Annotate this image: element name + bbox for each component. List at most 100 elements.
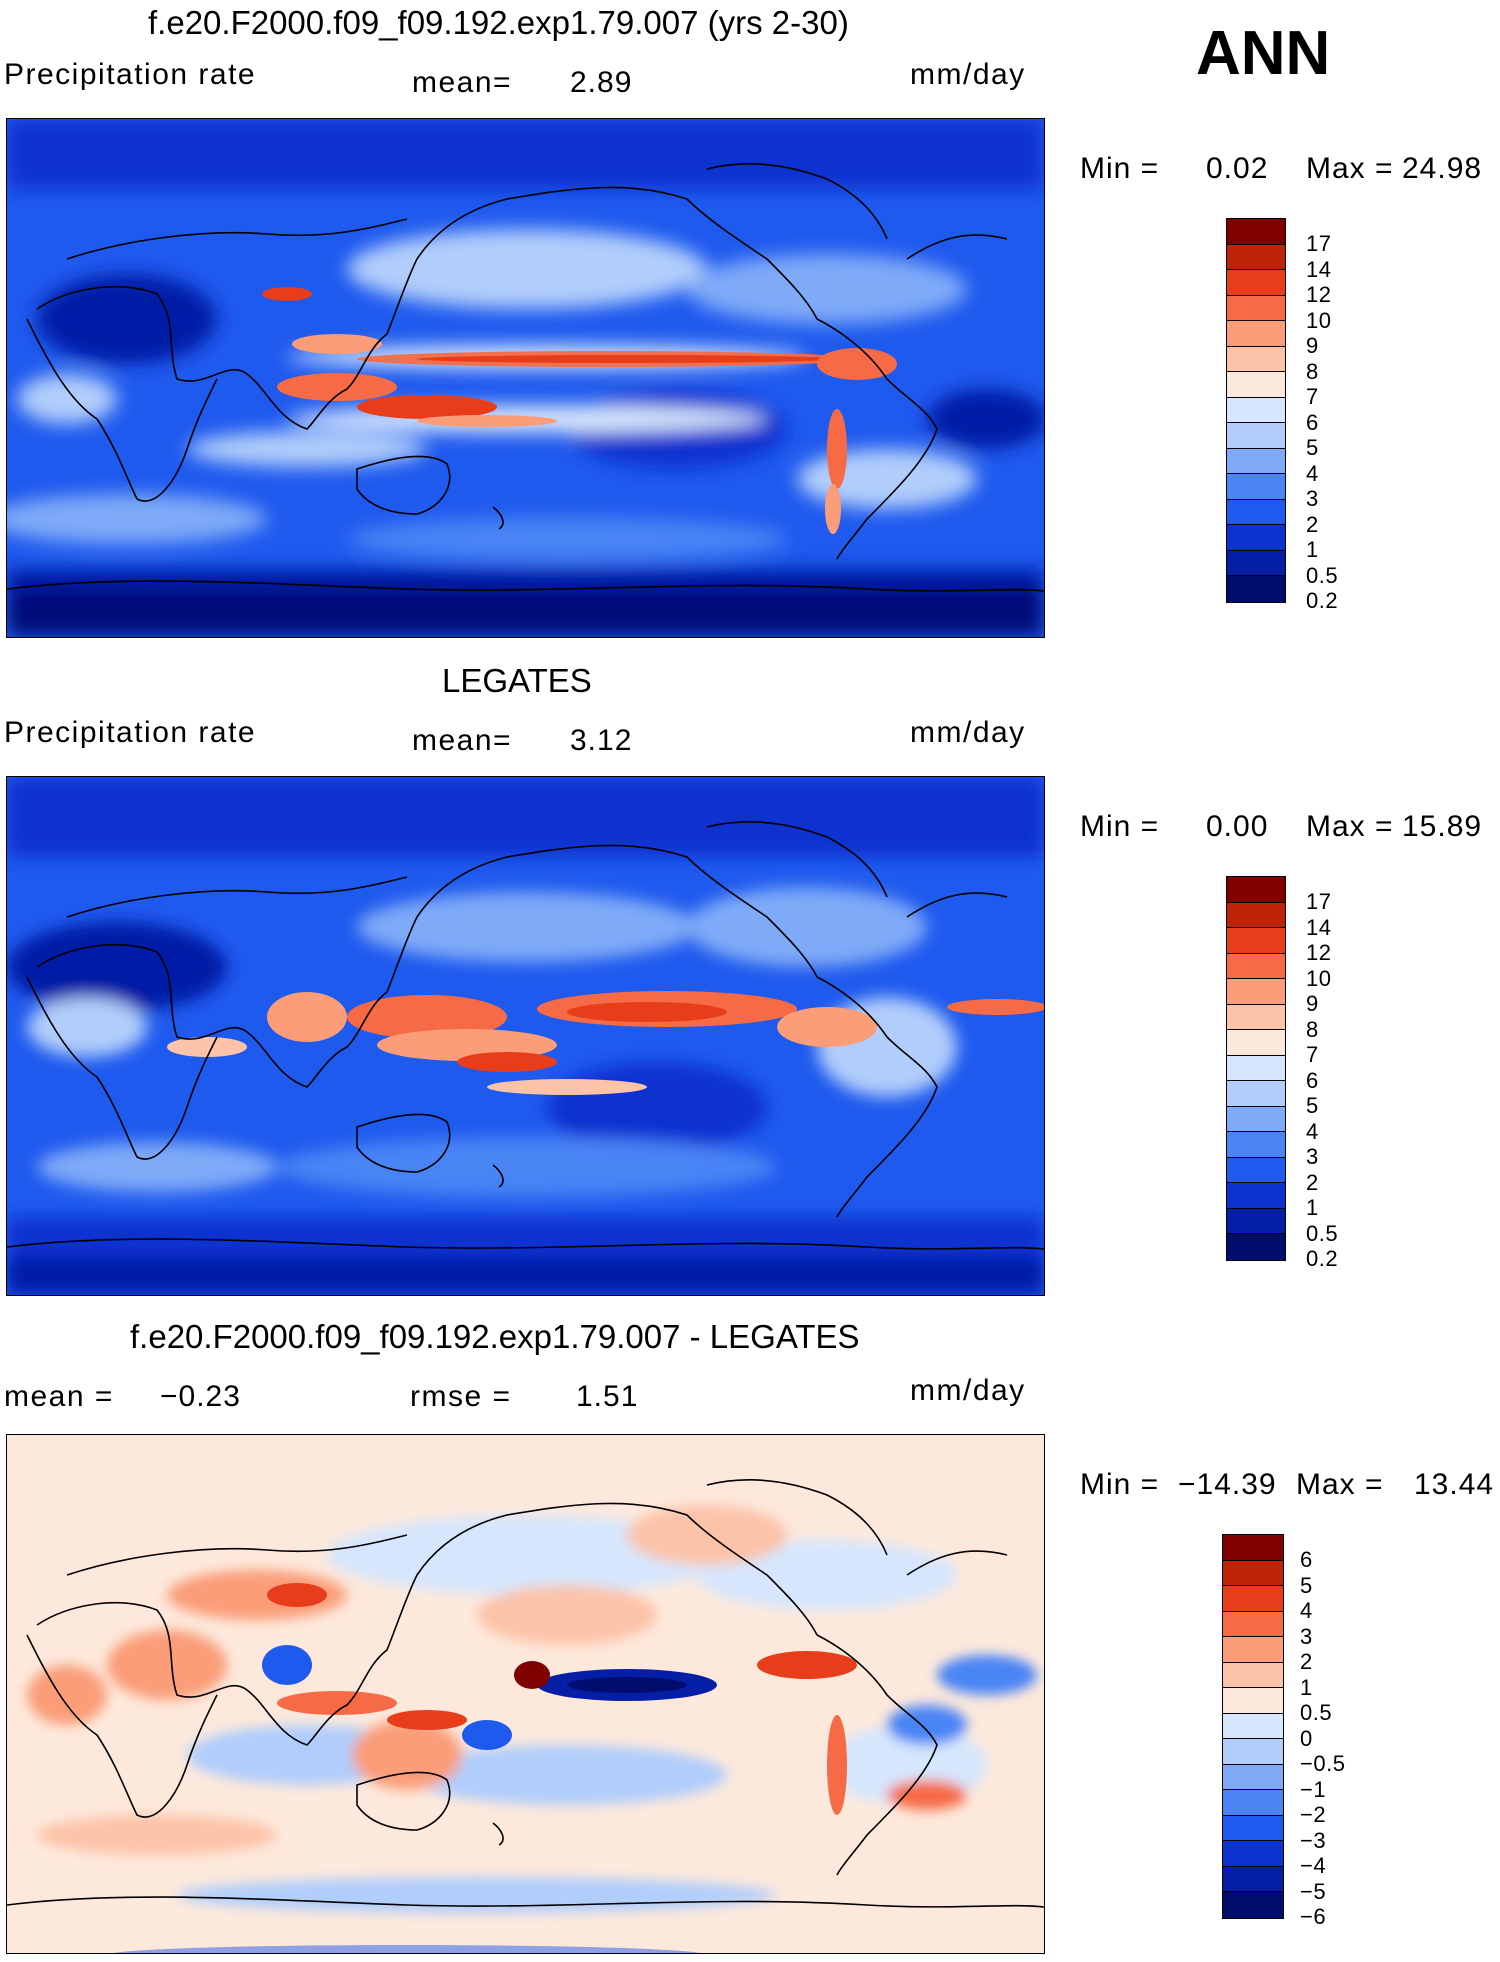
colorbar-tick-label: 17 (1306, 889, 1332, 914)
units-label: mm/day (910, 716, 1026, 749)
colorbar-tick-label: 14 (1306, 914, 1332, 940)
max-label: Max = (1296, 1468, 1384, 1501)
panel-title: f.e20.F2000.f09_f09.192.exp1.79.007 - LE… (130, 1318, 860, 1355)
colorbar-swatch (1223, 1586, 1283, 1612)
colorbar-swatch (1227, 953, 1285, 979)
panel-title: LEGATES (442, 662, 592, 699)
colorbar-swatch (1227, 979, 1285, 1005)
colorbar-tick-label: 1 (1306, 537, 1319, 562)
max-value: 15.89 (1402, 810, 1483, 843)
colorbar-tick-label: 8 (1306, 1016, 1319, 1042)
colorbar-tick-label: 10 (1306, 307, 1332, 333)
colorbar-tick-label: 7 (1306, 1042, 1319, 1067)
colorbar-tick-label: 14 (1306, 256, 1332, 282)
colorbar-tick-label: 10 (1306, 965, 1332, 991)
colorbar-swatch (1227, 550, 1285, 576)
colorbar-swatch (1227, 270, 1285, 296)
colorbar-tick-label: 7 (1306, 384, 1319, 409)
max-label: Max = (1306, 152, 1394, 185)
colorbar-swatch (1227, 1183, 1285, 1209)
colorbar-swatch (1227, 1157, 1285, 1183)
colorbar-tick-label: 0 (1300, 1725, 1313, 1751)
colorbar (1222, 1534, 1284, 1919)
colorbar-tick-label: 5 (1306, 435, 1319, 460)
min-label: Min = (1080, 810, 1160, 843)
colorbar-tick-label: 17 (1306, 231, 1332, 256)
colorbar (1226, 876, 1286, 1261)
mean-value: 2.89 (570, 66, 633, 99)
rmse-value: 1.51 (576, 1380, 639, 1413)
variable-label: Precipitation rate (4, 58, 257, 91)
colorbar-swatch (1227, 474, 1285, 500)
colorbar-tick-label: 3 (1300, 1623, 1313, 1649)
mean-value: 3.12 (570, 724, 633, 757)
colorbar-tick-label: 2 (1300, 1649, 1313, 1674)
precip-map (6, 118, 1045, 638)
colorbar-swatch (1223, 1815, 1283, 1841)
colorbar-swatch (1227, 928, 1285, 954)
max-label: Max = (1306, 810, 1394, 843)
colorbar-swatch (1227, 576, 1285, 602)
colorbar-tick-label: 5 (1306, 1093, 1319, 1118)
colorbar-swatch (1227, 1234, 1285, 1260)
colorbar-swatch (1227, 295, 1285, 321)
colorbar-tick-label: 3 (1306, 1144, 1319, 1169)
units-label: mm/day (910, 58, 1026, 91)
colorbar-swatch (1223, 1892, 1283, 1918)
colorbar-tick-label: 4 (1300, 1598, 1313, 1623)
difference-map (6, 1434, 1045, 1954)
colorbar-swatch (1227, 346, 1285, 372)
colorbar-tick-label: 12 (1306, 940, 1332, 965)
colorbar-swatch (1223, 1764, 1283, 1790)
panel-title: f.e20.F2000.f09_f09.192.exp1.79.007 (yrs… (148, 4, 849, 41)
variable-label: Precipitation rate (4, 716, 257, 749)
colorbar-tick-label: 12 (1306, 282, 1332, 307)
colorbar-swatch (1227, 397, 1285, 423)
colorbar-swatch (1223, 1713, 1283, 1739)
colorbar-tick-label: −4 (1300, 1853, 1327, 1878)
colorbar-swatch (1227, 877, 1285, 903)
colorbar-swatch (1227, 219, 1285, 245)
colorbar-swatch (1227, 372, 1285, 398)
mean-label: mean= (412, 724, 513, 757)
colorbar-tick-label: 0.5 (1306, 1220, 1339, 1246)
colorbar-tick-label: −0.5 (1300, 1751, 1346, 1776)
colorbar-tick-label: 0.2 (1306, 1246, 1339, 1271)
colorbar-tick-label: 1 (1306, 1195, 1319, 1220)
colorbar-swatch (1223, 1535, 1283, 1561)
colorbar-swatch (1227, 1081, 1285, 1107)
colorbar-swatch (1227, 499, 1285, 525)
colorbar-swatch (1223, 1560, 1283, 1586)
colorbar-tick-label: 0.5 (1306, 562, 1339, 588)
colorbar-tick-label: 6 (1306, 1067, 1319, 1093)
precip-map (6, 776, 1045, 1296)
min-value: 0.00 (1206, 810, 1269, 843)
colorbar-swatch (1227, 1004, 1285, 1030)
colorbar-swatch (1227, 1055, 1285, 1081)
colorbar-swatch (1223, 1662, 1283, 1688)
colorbar-swatch (1223, 1688, 1283, 1714)
colorbar-swatch (1227, 423, 1285, 449)
max-value: 13.44 (1414, 1468, 1495, 1501)
colorbar-swatch (1227, 448, 1285, 474)
colorbar-swatch (1227, 321, 1285, 347)
colorbar-swatch (1223, 1866, 1283, 1892)
colorbar-tick-label: −2 (1300, 1802, 1327, 1827)
colorbar-swatch (1223, 1790, 1283, 1816)
colorbar-tick-label: 8 (1306, 358, 1319, 384)
colorbar (1226, 218, 1286, 603)
mean-label: mean= (412, 66, 513, 99)
colorbar-tick-label: 4 (1306, 460, 1319, 486)
colorbar-tick-label: −1 (1300, 1776, 1327, 1802)
season-label: ANN (1196, 19, 1331, 88)
colorbar-swatch (1227, 1208, 1285, 1234)
colorbar-tick-label: 4 (1306, 1118, 1319, 1144)
colorbar-swatch (1227, 525, 1285, 551)
colorbar-tick-label: 0.5 (1300, 1700, 1333, 1725)
colorbar-tick-label: 6 (1306, 409, 1319, 435)
colorbar-swatch (1223, 1841, 1283, 1867)
max-value: 24.98 (1402, 152, 1483, 185)
colorbar-tick-label: 3 (1306, 486, 1319, 511)
colorbar-swatch (1223, 1637, 1283, 1663)
min-value: 0.02 (1206, 152, 1269, 185)
